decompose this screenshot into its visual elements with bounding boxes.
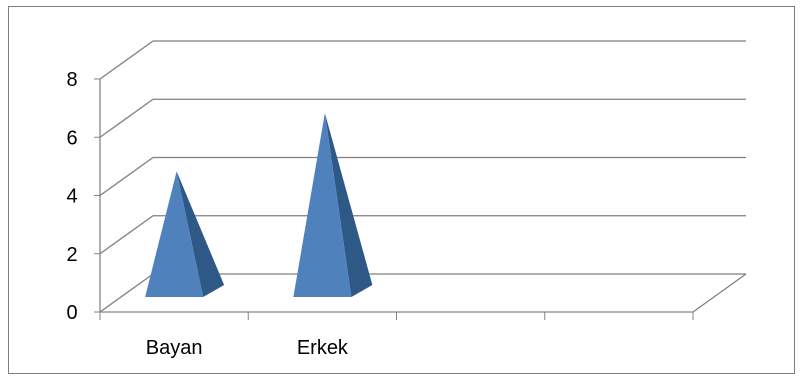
y-tick-label: 8 — [66, 69, 77, 91]
y-tick-label: 0 — [66, 302, 77, 324]
gridline-diagonal — [99, 40, 154, 80]
y-tick-label: 4 — [66, 186, 77, 208]
gridline-diagonal — [99, 215, 154, 255]
y-tick-label: 6 — [66, 127, 77, 149]
y-tick-label: 2 — [66, 244, 77, 266]
chart-border — [8, 6, 795, 374]
x-tick-label: Bayan — [146, 337, 203, 359]
bars — [145, 113, 373, 297]
pyramid-front-face — [145, 171, 204, 297]
labels: 0 2 4 6 8 Bayan Erkek — [66, 69, 348, 359]
pyramid-bar-bayan — [145, 171, 225, 297]
gridline-diagonal — [99, 98, 154, 138]
pyramid-front-face — [293, 113, 352, 297]
pyramid-bar-erkek — [293, 113, 373, 297]
gridline-diagonal — [99, 273, 154, 313]
pyramid-side-face — [324, 113, 373, 297]
x-tick-label: Erkek — [297, 337, 349, 359]
axes — [94, 78, 694, 320]
pyramid-side-face — [176, 171, 225, 297]
gridlines — [99, 40, 747, 313]
gridline-diagonal — [99, 156, 154, 197]
floor-edge — [692, 273, 747, 313]
